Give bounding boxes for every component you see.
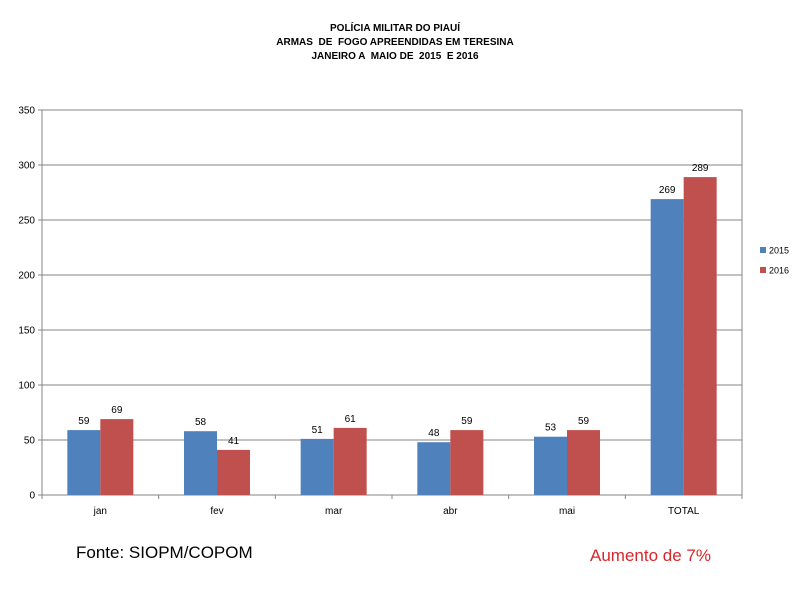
data-label: 69 (111, 405, 123, 416)
title-line-1: POLÍCIA MILITAR DO PIAUÍ (330, 23, 460, 34)
data-label: 59 (578, 416, 590, 427)
bar-2015-jan (67, 430, 101, 495)
data-label: 269 (659, 185, 676, 196)
y-tick-label: 350 (18, 106, 35, 117)
y-tick-label: 100 (18, 381, 35, 392)
chart-title: POLÍCIA MILITAR DO PIAUÍ ARMAS DE FOGO A… (0, 22, 790, 64)
bar-2015-fev (184, 431, 217, 495)
bar-2015-mai (534, 436, 567, 495)
data-label: 58 (195, 417, 207, 428)
increase-note: Aumento de 7% (590, 546, 711, 565)
x-tick-label: mar (325, 506, 343, 517)
data-label: 289 (692, 163, 709, 174)
y-tick-label: 200 (18, 271, 35, 282)
y-tick-label: 50 (24, 436, 36, 447)
bar-chart: 0 50 100 150 200 250 300 350 59 69 jan 58 41 fev 51 61 m… (18, 106, 789, 518)
x-tick-label: fev (210, 506, 223, 517)
bar-2015-TOTAL (650, 199, 684, 495)
title-line-3: JANEIRO A MAIO DE 2015 E 2016 (311, 51, 479, 62)
legend: 2015 2016 (760, 246, 789, 276)
data-label: 53 (545, 423, 557, 434)
data-label: 51 (312, 425, 324, 436)
x-tick-label: jan (93, 506, 107, 517)
y-tick-label: 300 (18, 161, 35, 172)
x-tick-label: TOTAL (668, 506, 700, 517)
data-label: 59 (461, 416, 473, 427)
legend-label-2015: 2015 (769, 246, 789, 256)
bar-2016-TOTAL (683, 177, 717, 495)
title-line-2: ARMAS DE FOGO APREENDIDAS EM TERESINA (276, 37, 514, 48)
y-tick-label: 150 (18, 326, 35, 337)
data-label: 59 (78, 416, 90, 427)
source-note: Fonte: SIOPM/COPOM (76, 543, 253, 562)
data-label: 41 (228, 436, 240, 447)
bar-2016-fev (217, 449, 250, 495)
bar-2016-abr (450, 430, 484, 495)
data-label: 61 (345, 414, 357, 425)
legend-swatch-2015 (760, 247, 766, 253)
x-tick-label: abr (443, 506, 458, 517)
bar-2015-abr (417, 442, 451, 495)
legend-label-2016: 2016 (769, 266, 789, 276)
y-tick-label: 250 (18, 216, 35, 227)
x-tick-label: mai (559, 506, 575, 517)
data-label: 48 (428, 428, 440, 439)
legend-swatch-2016 (760, 267, 766, 273)
plot-area (41, 109, 743, 496)
bar-2016-mar (333, 427, 367, 495)
y-tick-label: 0 (29, 491, 35, 502)
bar-2016-mai (567, 430, 600, 495)
bar-2016-jan (100, 419, 134, 495)
bar-2015-mar (300, 438, 334, 495)
